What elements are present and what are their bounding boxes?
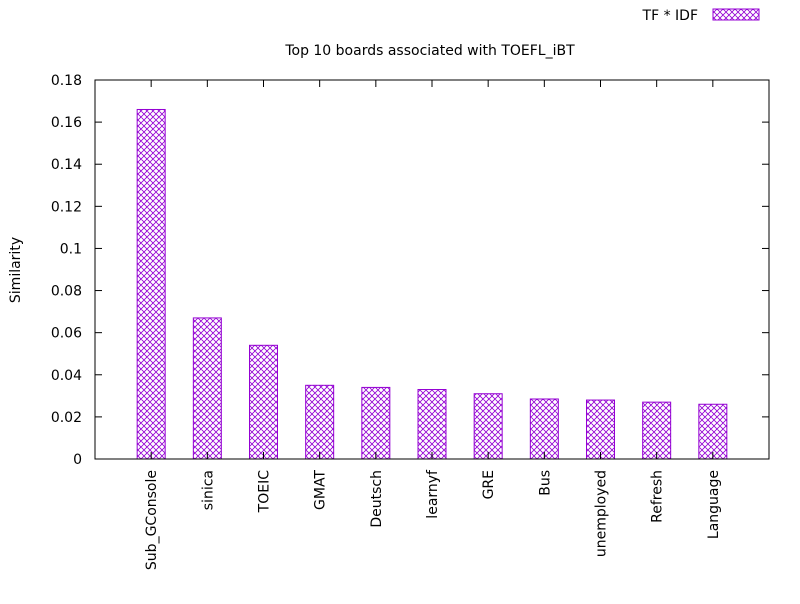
y-tick-label: 0.12 — [51, 199, 82, 215]
legend: TF * IDF — [642, 8, 760, 24]
x-tick-label: learnyf — [425, 469, 441, 519]
bar-language — [698, 403, 728, 460]
x-tick-label: TOEIC — [257, 470, 273, 514]
bar-gre — [473, 393, 503, 460]
plot-frame — [94, 79, 770, 460]
x-tick-label: Bus — [537, 470, 553, 496]
x-tick-label: GMAT — [313, 470, 329, 510]
y-tick-label: 0.08 — [51, 284, 82, 300]
x-tick-label: Language — [706, 470, 722, 539]
x-tick-label: Refresh — [650, 470, 666, 523]
chart-title: Top 10 boards associated with TOEFL_iBT — [284, 43, 575, 59]
y-axis-ticks: 0 0.02 0.04 0.06 0.08 0.1 0.12 0.14 0.16 0.18 — [51, 73, 769, 468]
legend-label: TF * IDF — [642, 8, 698, 24]
x-axis-ticks: Sub_GConsole sinica TOEIC GMAT Deutsch learny… — [144, 80, 722, 570]
x-tick-label: sinica — [200, 470, 216, 510]
y-tick-label: 0.02 — [51, 410, 82, 426]
bar-sub-gconsole — [136, 108, 166, 460]
x-tick-label: unemployed — [594, 470, 610, 557]
y-tick-label: 0 — [73, 452, 82, 468]
y-tick-label: 0.06 — [51, 326, 82, 342]
bar-bus — [529, 398, 559, 460]
bar-toeic — [249, 344, 278, 460]
bar-refresh — [642, 401, 672, 460]
y-tick-label: 0.14 — [51, 157, 82, 173]
y-axis-label: Similarity — [8, 237, 24, 303]
legend-swatch — [712, 8, 760, 21]
bar-unemployed — [586, 399, 615, 460]
y-tick-label: 0.16 — [51, 115, 82, 131]
x-tick-label: GRE — [481, 470, 497, 499]
bars — [136, 108, 728, 460]
x-tick-label: Sub_GConsole — [144, 470, 160, 570]
bar-learnyf — [417, 389, 447, 460]
bar-deutsch — [361, 386, 391, 460]
y-tick-label: 0.18 — [51, 73, 82, 89]
bar-sinica — [192, 317, 222, 460]
y-tick-label: 0.1 — [60, 241, 82, 257]
y-tick-label: 0.04 — [51, 368, 82, 384]
x-tick-label: Deutsch — [369, 470, 385, 528]
bar-gmat — [305, 384, 335, 460]
